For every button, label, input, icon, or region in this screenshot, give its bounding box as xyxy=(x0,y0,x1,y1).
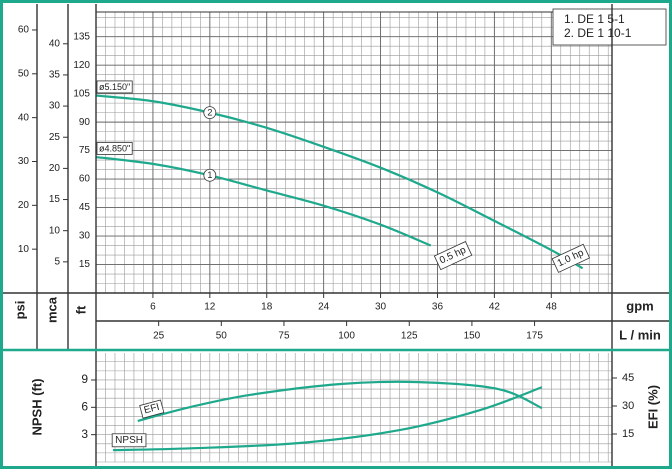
axis-title: L / min xyxy=(619,327,661,342)
y-tick-label: 45 xyxy=(79,202,91,213)
x-tick-label: 24 xyxy=(318,302,330,313)
x2-tick-label: 175 xyxy=(526,331,543,342)
y3-tick-label: 40 xyxy=(18,112,30,123)
axis-title: ft xyxy=(73,305,88,314)
y-tick-label: 3 xyxy=(81,427,88,441)
y2-tick-label: 5 xyxy=(54,256,60,267)
y-tick-label: 135 xyxy=(73,31,90,42)
y2-tick-label: 10 xyxy=(49,225,61,236)
y-tick-label: 120 xyxy=(73,60,90,71)
label-box xyxy=(433,241,473,271)
axis-title: EFI (%) xyxy=(645,385,660,429)
x2-tick-label: 75 xyxy=(278,331,290,342)
x-tick-label: 48 xyxy=(546,302,558,313)
y3-tick-label: 20 xyxy=(18,200,30,211)
curve xyxy=(137,380,543,423)
y3-tick-label: 50 xyxy=(18,68,30,79)
y2-tick-label: 30 xyxy=(49,101,61,112)
y3-tick-label: 30 xyxy=(18,156,30,167)
impeller-label: ø5.150" xyxy=(99,82,130,92)
legend-entry: 2. DE 1 10-1 xyxy=(564,26,632,40)
y2-tick-label: 20 xyxy=(49,163,61,174)
y-tick-label: 9 xyxy=(81,372,88,386)
curve-marker xyxy=(203,106,217,120)
label-box xyxy=(139,399,165,419)
y-tick-label: 6 xyxy=(81,399,88,413)
x2-tick-label: 150 xyxy=(464,331,481,342)
y2-tick-label: 25 xyxy=(49,132,61,143)
curve xyxy=(113,386,543,452)
y2-tick-label: 15 xyxy=(49,194,61,205)
y2-tick-label: 45 xyxy=(622,372,634,384)
y-tick-label: 60 xyxy=(79,174,91,185)
legend-entry: 1. DE 1 5-1 xyxy=(564,12,625,26)
x-tick-label: 42 xyxy=(489,302,501,313)
impeller-label: ø4.850" xyxy=(99,143,130,153)
curve xyxy=(95,155,432,247)
x-tick-label: 12 xyxy=(204,302,216,313)
y3-tick-label: 10 xyxy=(18,244,30,255)
axis-title: NPSH (ft) xyxy=(29,378,44,435)
y3-tick-label: 60 xyxy=(18,25,30,36)
curve-marker xyxy=(203,168,217,182)
axis-title: psi xyxy=(12,301,27,320)
curve-marker-label: 2 xyxy=(207,108,212,118)
y2-tick-label: 40 xyxy=(49,38,61,49)
legend xyxy=(552,8,667,46)
series-label: NPSH xyxy=(115,435,143,446)
y2-tick-label: 35 xyxy=(49,70,61,81)
x-tick-label: 30 xyxy=(375,302,387,313)
x-tick-label: 36 xyxy=(432,302,444,313)
y-tick-label: 105 xyxy=(73,88,90,99)
curve-marker-label: 1 xyxy=(207,170,212,180)
x-tick-label: 6 xyxy=(150,302,156,313)
y-tick-label: 75 xyxy=(79,145,91,156)
axis-title: mca xyxy=(44,296,59,323)
x-tick-label: 18 xyxy=(261,302,273,313)
label-box xyxy=(551,243,591,273)
y2-tick-label: 30 xyxy=(622,400,634,412)
x2-tick-label: 50 xyxy=(216,331,228,342)
x2-tick-label: 100 xyxy=(338,331,355,342)
axis-title: gpm xyxy=(626,298,653,313)
y2-tick-label: 15 xyxy=(622,428,634,440)
curve xyxy=(95,94,584,270)
y-tick-label: 15 xyxy=(79,259,91,270)
series-label: EFI xyxy=(143,402,161,417)
x2-tick-label: 125 xyxy=(401,331,418,342)
x2-tick-label: 25 xyxy=(153,331,165,342)
label-box xyxy=(96,80,133,94)
y-tick-label: 30 xyxy=(79,231,91,242)
y-tick-label: 90 xyxy=(79,117,91,128)
label-box xyxy=(111,433,147,448)
label-box xyxy=(96,142,133,155)
